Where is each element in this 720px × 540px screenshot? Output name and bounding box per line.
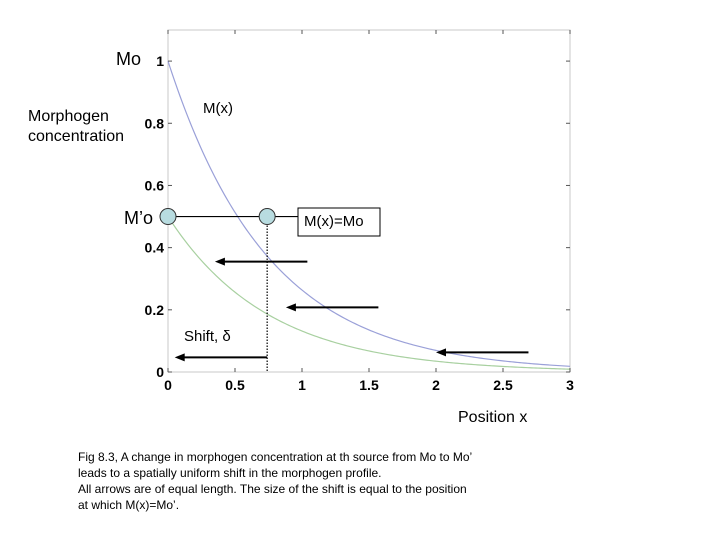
caption-line-1: Fig 8.3, A change in morphogen concentra… xyxy=(78,450,473,464)
shift-arrowhead-3 xyxy=(436,348,446,357)
x-tick-label: 3 xyxy=(566,377,574,393)
y-tick-label: 0.6 xyxy=(145,177,165,193)
caption-line-3: All arrows are of equal length. The size… xyxy=(78,482,467,496)
shift-arrowhead-1 xyxy=(214,257,225,266)
y-axis-label: Morphogen concentration xyxy=(28,107,124,147)
y-tick-label: 0 xyxy=(156,364,164,380)
shift-arrowhead-4 xyxy=(174,353,185,362)
x-tick-label: 0 xyxy=(164,377,172,393)
x-tick-label: 1.5 xyxy=(359,377,379,393)
shift-arrowhead-2 xyxy=(285,303,296,312)
mo-prime-label: M’o xyxy=(124,208,154,228)
x-tick-label: 2.5 xyxy=(493,377,513,393)
mx-curve-label: M(x) xyxy=(203,100,233,117)
y-axis-label-line-1: Morphogen xyxy=(28,108,109,125)
marker-point-1 xyxy=(159,208,177,226)
series-line-2 xyxy=(167,216,571,370)
caption-line-2: leads to a spatially uniform shift in th… xyxy=(78,466,382,480)
mo-label: Mo xyxy=(116,49,142,69)
marker-point-2 xyxy=(258,208,276,226)
plot-area xyxy=(167,29,571,373)
caption-line-4: at which M(x)=Mo’. xyxy=(78,498,180,512)
y-tick-label: 0.8 xyxy=(145,115,165,131)
mx-eq-mo-label: M(x)=Mo xyxy=(304,213,364,230)
series-line-1 xyxy=(167,60,571,367)
x-tick-label: 2 xyxy=(432,377,440,393)
y-tick-label: 1 xyxy=(156,53,164,69)
x-axis-label: Position x xyxy=(458,409,528,426)
y-tick-label: 0.4 xyxy=(145,240,165,256)
x-tick-label: 0.5 xyxy=(225,377,245,393)
x-tick-label: 1 xyxy=(298,377,306,393)
mx-eq-mo-box xyxy=(297,207,381,237)
figure-caption: Fig 8.3, A change in morphogen concentra… xyxy=(78,449,578,513)
y-tick-label: 0.2 xyxy=(145,302,165,318)
shift-label: Shift, δ xyxy=(184,328,231,345)
y-axis-label-line-2: concentration xyxy=(28,128,125,145)
